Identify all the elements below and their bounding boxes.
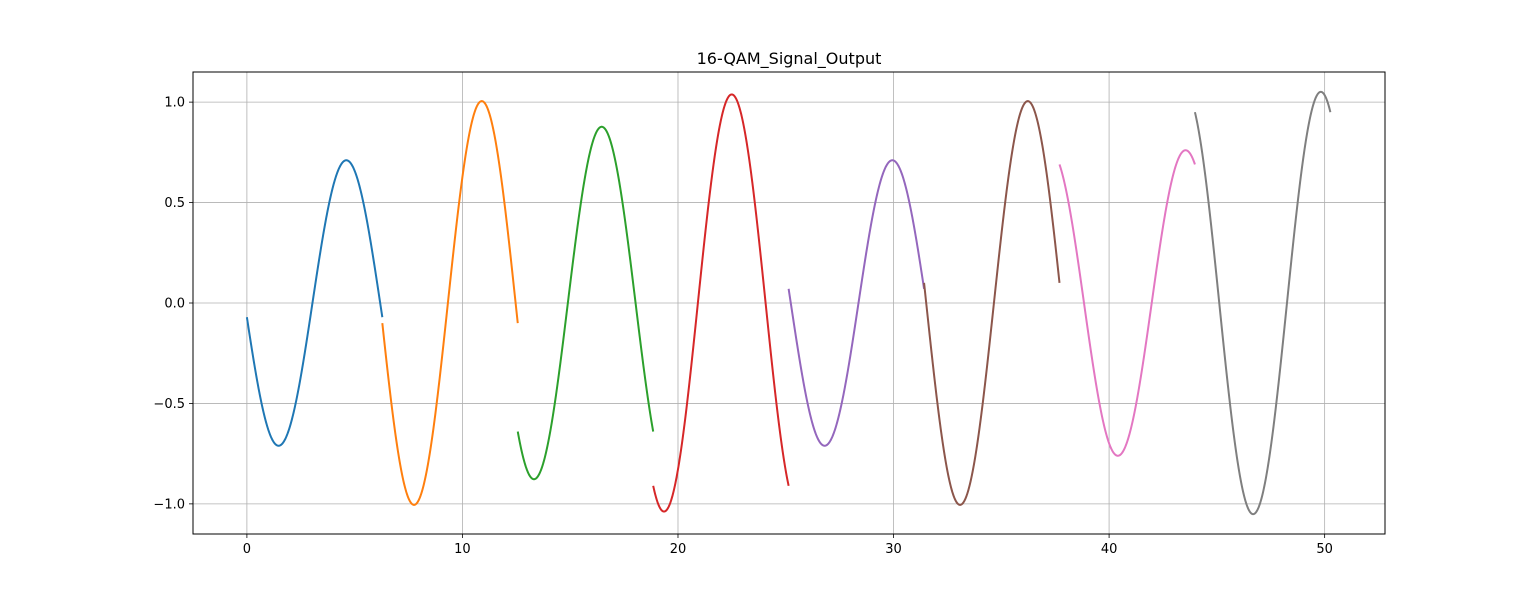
- series-line-8: [1193, 90, 1332, 516]
- grid-lines: [193, 72, 1385, 534]
- series-line-2: [381, 100, 519, 506]
- series-line-5: [787, 159, 926, 447]
- y-tick-label: 0.5: [164, 196, 185, 211]
- y-tick-label: 0.0: [164, 297, 185, 312]
- series-lines: [245, 90, 1332, 516]
- x-tick-label: 20: [670, 542, 687, 557]
- y-axis: −1.0 −0.5 0.0 0.5 1.0: [153, 96, 193, 512]
- series-line-1: [245, 159, 384, 447]
- series-line-4: [652, 93, 790, 513]
- series-line-3: [516, 125, 655, 481]
- x-tick-label: 10: [454, 542, 471, 557]
- x-tick-label: 30: [885, 542, 902, 557]
- chart-title: 16-QAM_Signal_Output: [697, 49, 882, 69]
- x-tick-label: 0: [243, 542, 251, 557]
- y-tick-label: −0.5: [153, 397, 185, 412]
- series-line-7: [1058, 149, 1196, 457]
- x-tick-label: 50: [1316, 542, 1333, 557]
- x-tick-label: 40: [1101, 542, 1118, 557]
- y-tick-label: 1.0: [164, 96, 185, 111]
- y-tick-label: −1.0: [153, 497, 185, 512]
- x-axis: 0 10 20 30 40 50: [243, 534, 1333, 557]
- series-line-6: [923, 100, 1061, 506]
